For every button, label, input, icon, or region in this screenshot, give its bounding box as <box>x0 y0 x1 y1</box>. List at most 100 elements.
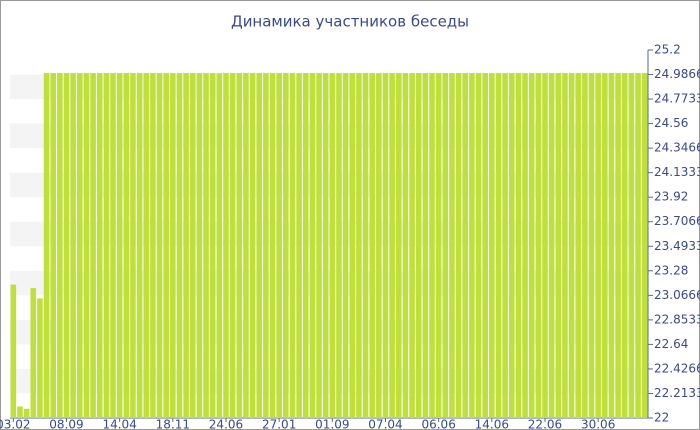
bar <box>382 73 389 418</box>
x-tick-label: 08.09 <box>49 418 83 430</box>
y-tick-label: 22.64 <box>654 337 688 351</box>
bar <box>229 73 236 418</box>
bar <box>535 73 542 418</box>
bar <box>329 73 336 418</box>
x-tick-label: 14.04 <box>102 418 136 430</box>
bar <box>429 73 435 418</box>
bar <box>103 73 110 418</box>
bar <box>356 73 362 418</box>
bar <box>462 73 469 418</box>
bar <box>349 73 356 418</box>
bar <box>455 73 462 418</box>
bar <box>130 73 136 418</box>
bar <box>249 73 256 418</box>
bar <box>415 73 422 418</box>
bar <box>602 73 608 418</box>
bar <box>508 73 515 418</box>
bar <box>442 73 449 418</box>
bar <box>170 73 176 418</box>
bar <box>143 73 150 418</box>
bar <box>10 284 17 418</box>
bar <box>615 73 621 418</box>
bar <box>83 73 90 418</box>
bar <box>156 73 163 418</box>
bar <box>316 73 322 418</box>
bar <box>30 288 37 418</box>
y-tick-label: 24.3466 <box>654 141 700 155</box>
bar <box>256 73 263 418</box>
bar <box>522 73 528 418</box>
bar <box>409 73 415 418</box>
bar <box>123 73 130 418</box>
bar <box>469 73 475 418</box>
bar <box>635 73 641 418</box>
y-tick-label: 24.7733 <box>654 92 700 106</box>
bar <box>422 73 429 418</box>
bar <box>243 73 249 418</box>
bar <box>110 73 116 418</box>
y-tick-label: 25.2 <box>654 43 681 57</box>
x-tick-label: 30.06 <box>581 418 615 430</box>
y-tick-label: 22.2133 <box>654 386 700 400</box>
bar <box>495 73 502 418</box>
bar <box>389 73 395 418</box>
bar <box>628 73 635 418</box>
x-tick-label: 06.06 <box>421 418 455 430</box>
bar <box>296 73 302 418</box>
bar <box>116 73 123 418</box>
bar <box>342 73 349 418</box>
grid-band <box>10 123 648 149</box>
bar <box>63 73 70 418</box>
x-tick-label: 22.06 <box>528 418 562 430</box>
bar <box>163 73 169 418</box>
bar <box>23 408 30 418</box>
bar <box>50 73 56 418</box>
bar <box>309 73 316 418</box>
bar <box>575 73 582 418</box>
bar <box>150 73 156 418</box>
bar <box>548 73 555 418</box>
bar <box>223 73 229 418</box>
grid-band <box>10 368 648 394</box>
y-tick-label: 23.0666 <box>654 288 700 302</box>
bar <box>568 73 575 418</box>
bar <box>176 73 183 418</box>
y-tick-label: 24.1333 <box>654 165 700 179</box>
x-tick-label: 01.09 <box>315 418 349 430</box>
x-tick-label: 14.06 <box>475 418 509 430</box>
x-tick-label: 27.01 <box>262 418 296 430</box>
bar <box>90 73 96 418</box>
bar <box>289 73 296 418</box>
grid-band <box>10 319 648 345</box>
bar <box>362 73 369 418</box>
y-tick-label: 23.7066 <box>654 214 700 228</box>
y-tick-label: 22.4266 <box>654 361 700 375</box>
bar <box>17 406 23 418</box>
bar <box>555 73 562 418</box>
bar <box>37 298 43 418</box>
bar <box>608 73 615 418</box>
x-tick-label: 24.06 <box>209 418 243 430</box>
bar <box>43 73 50 418</box>
bar <box>136 73 143 418</box>
y-tick-label: 24.56 <box>654 116 688 130</box>
bar <box>57 73 63 418</box>
bar <box>276 73 282 418</box>
chart-title: Динамика участников беседы <box>231 13 469 31</box>
bar <box>395 73 402 418</box>
bar <box>336 73 342 418</box>
bar <box>588 73 595 418</box>
bar <box>595 73 601 418</box>
bar <box>502 73 508 418</box>
bar <box>542 73 548 418</box>
x-tick-label: 03.02 <box>0 418 31 430</box>
bar <box>269 73 276 418</box>
bar <box>216 73 223 418</box>
grid-band <box>10 74 648 100</box>
y-tick-label: 23.92 <box>654 190 688 204</box>
bar <box>402 73 409 418</box>
bar <box>489 73 495 418</box>
x-tick-label: 18.11 <box>156 418 190 430</box>
y-tick-label: 24.9866 <box>654 67 700 81</box>
